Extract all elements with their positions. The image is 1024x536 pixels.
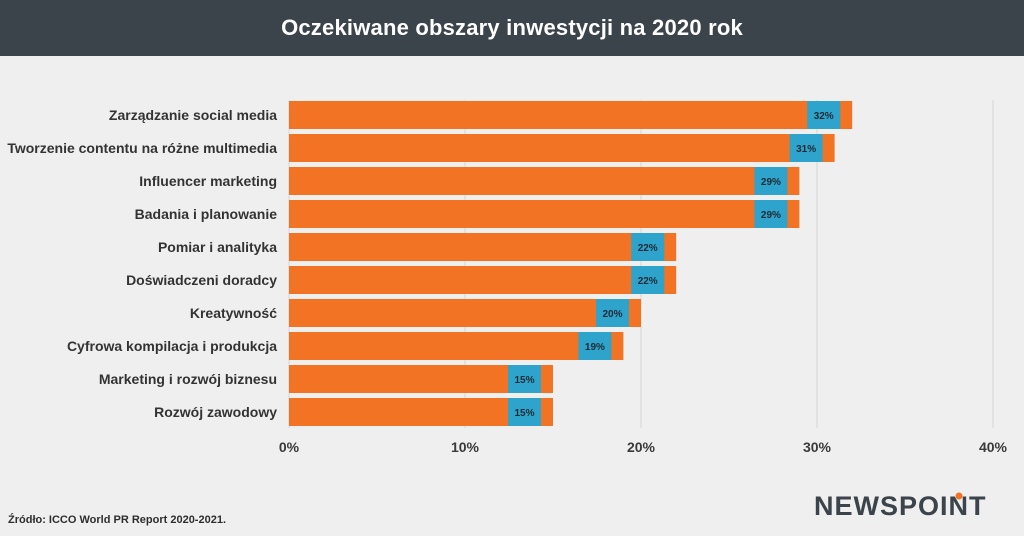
value-label: 31% — [796, 144, 816, 155]
chart-header: Oczekiwane obszary inwestycji na 2020 ro… — [0, 0, 1024, 56]
value-label: 32% — [814, 111, 834, 122]
bar — [289, 167, 800, 195]
value-label: 29% — [761, 210, 781, 221]
value-label-box — [631, 266, 665, 294]
category-label: Kreatywność — [190, 305, 277, 321]
bar — [289, 266, 677, 294]
category-label: Badania i planowanie — [135, 206, 278, 222]
bar — [289, 200, 800, 228]
bar — [289, 299, 641, 327]
bar — [289, 134, 835, 162]
value-label: 22% — [638, 243, 658, 254]
value-label-box — [754, 200, 788, 228]
value-label-box — [631, 233, 665, 261]
value-label-box — [754, 167, 788, 195]
value-label-box — [789, 134, 823, 162]
category-label: Marketing i rozwój biznesu — [99, 371, 277, 387]
x-tick-label: 0% — [279, 439, 300, 455]
bar — [289, 101, 853, 129]
value-label: 22% — [638, 276, 658, 287]
bar — [289, 332, 624, 360]
x-tick-label: 30% — [803, 439, 832, 455]
value-label: 20% — [602, 309, 622, 320]
value-label: 15% — [514, 375, 534, 386]
chart-title: Oczekiwane obszary inwestycji na 2020 ro… — [281, 15, 743, 40]
category-label: Rozwój zawodowy — [154, 404, 277, 420]
source-note: Źródło: ICCO World PR Report 2020-2021. — [8, 514, 227, 526]
value-label-box — [596, 299, 629, 327]
category-label: Zarządzanie social media — [109, 107, 277, 123]
x-tick-label: 20% — [627, 439, 656, 455]
newspoint-logo: NEWSPOINT — [814, 491, 986, 520]
value-label-box — [578, 332, 612, 360]
value-label-box — [508, 365, 541, 393]
value-label: 29% — [761, 177, 781, 188]
category-label: Cyfrowa kompilacja i produkcja — [67, 338, 277, 354]
category-label: Doświadczeni doradcy — [126, 272, 277, 288]
x-tick-label: 40% — [979, 439, 1008, 455]
value-label-box — [807, 101, 841, 129]
category-label: Influencer marketing — [139, 173, 277, 189]
category-label: Pomiar i analityka — [158, 239, 277, 255]
x-tick-label: 10% — [451, 439, 480, 455]
value-label-box — [508, 398, 541, 426]
category-label: Tworzenie contentu na różne multimedia — [7, 140, 277, 156]
value-label: 15% — [514, 408, 534, 419]
bar-chart: 0% 10% 20% 30% 40% Zarządzanie social media 32… — [7, 100, 1008, 455]
bar — [289, 233, 677, 261]
value-label: 19% — [585, 342, 605, 353]
